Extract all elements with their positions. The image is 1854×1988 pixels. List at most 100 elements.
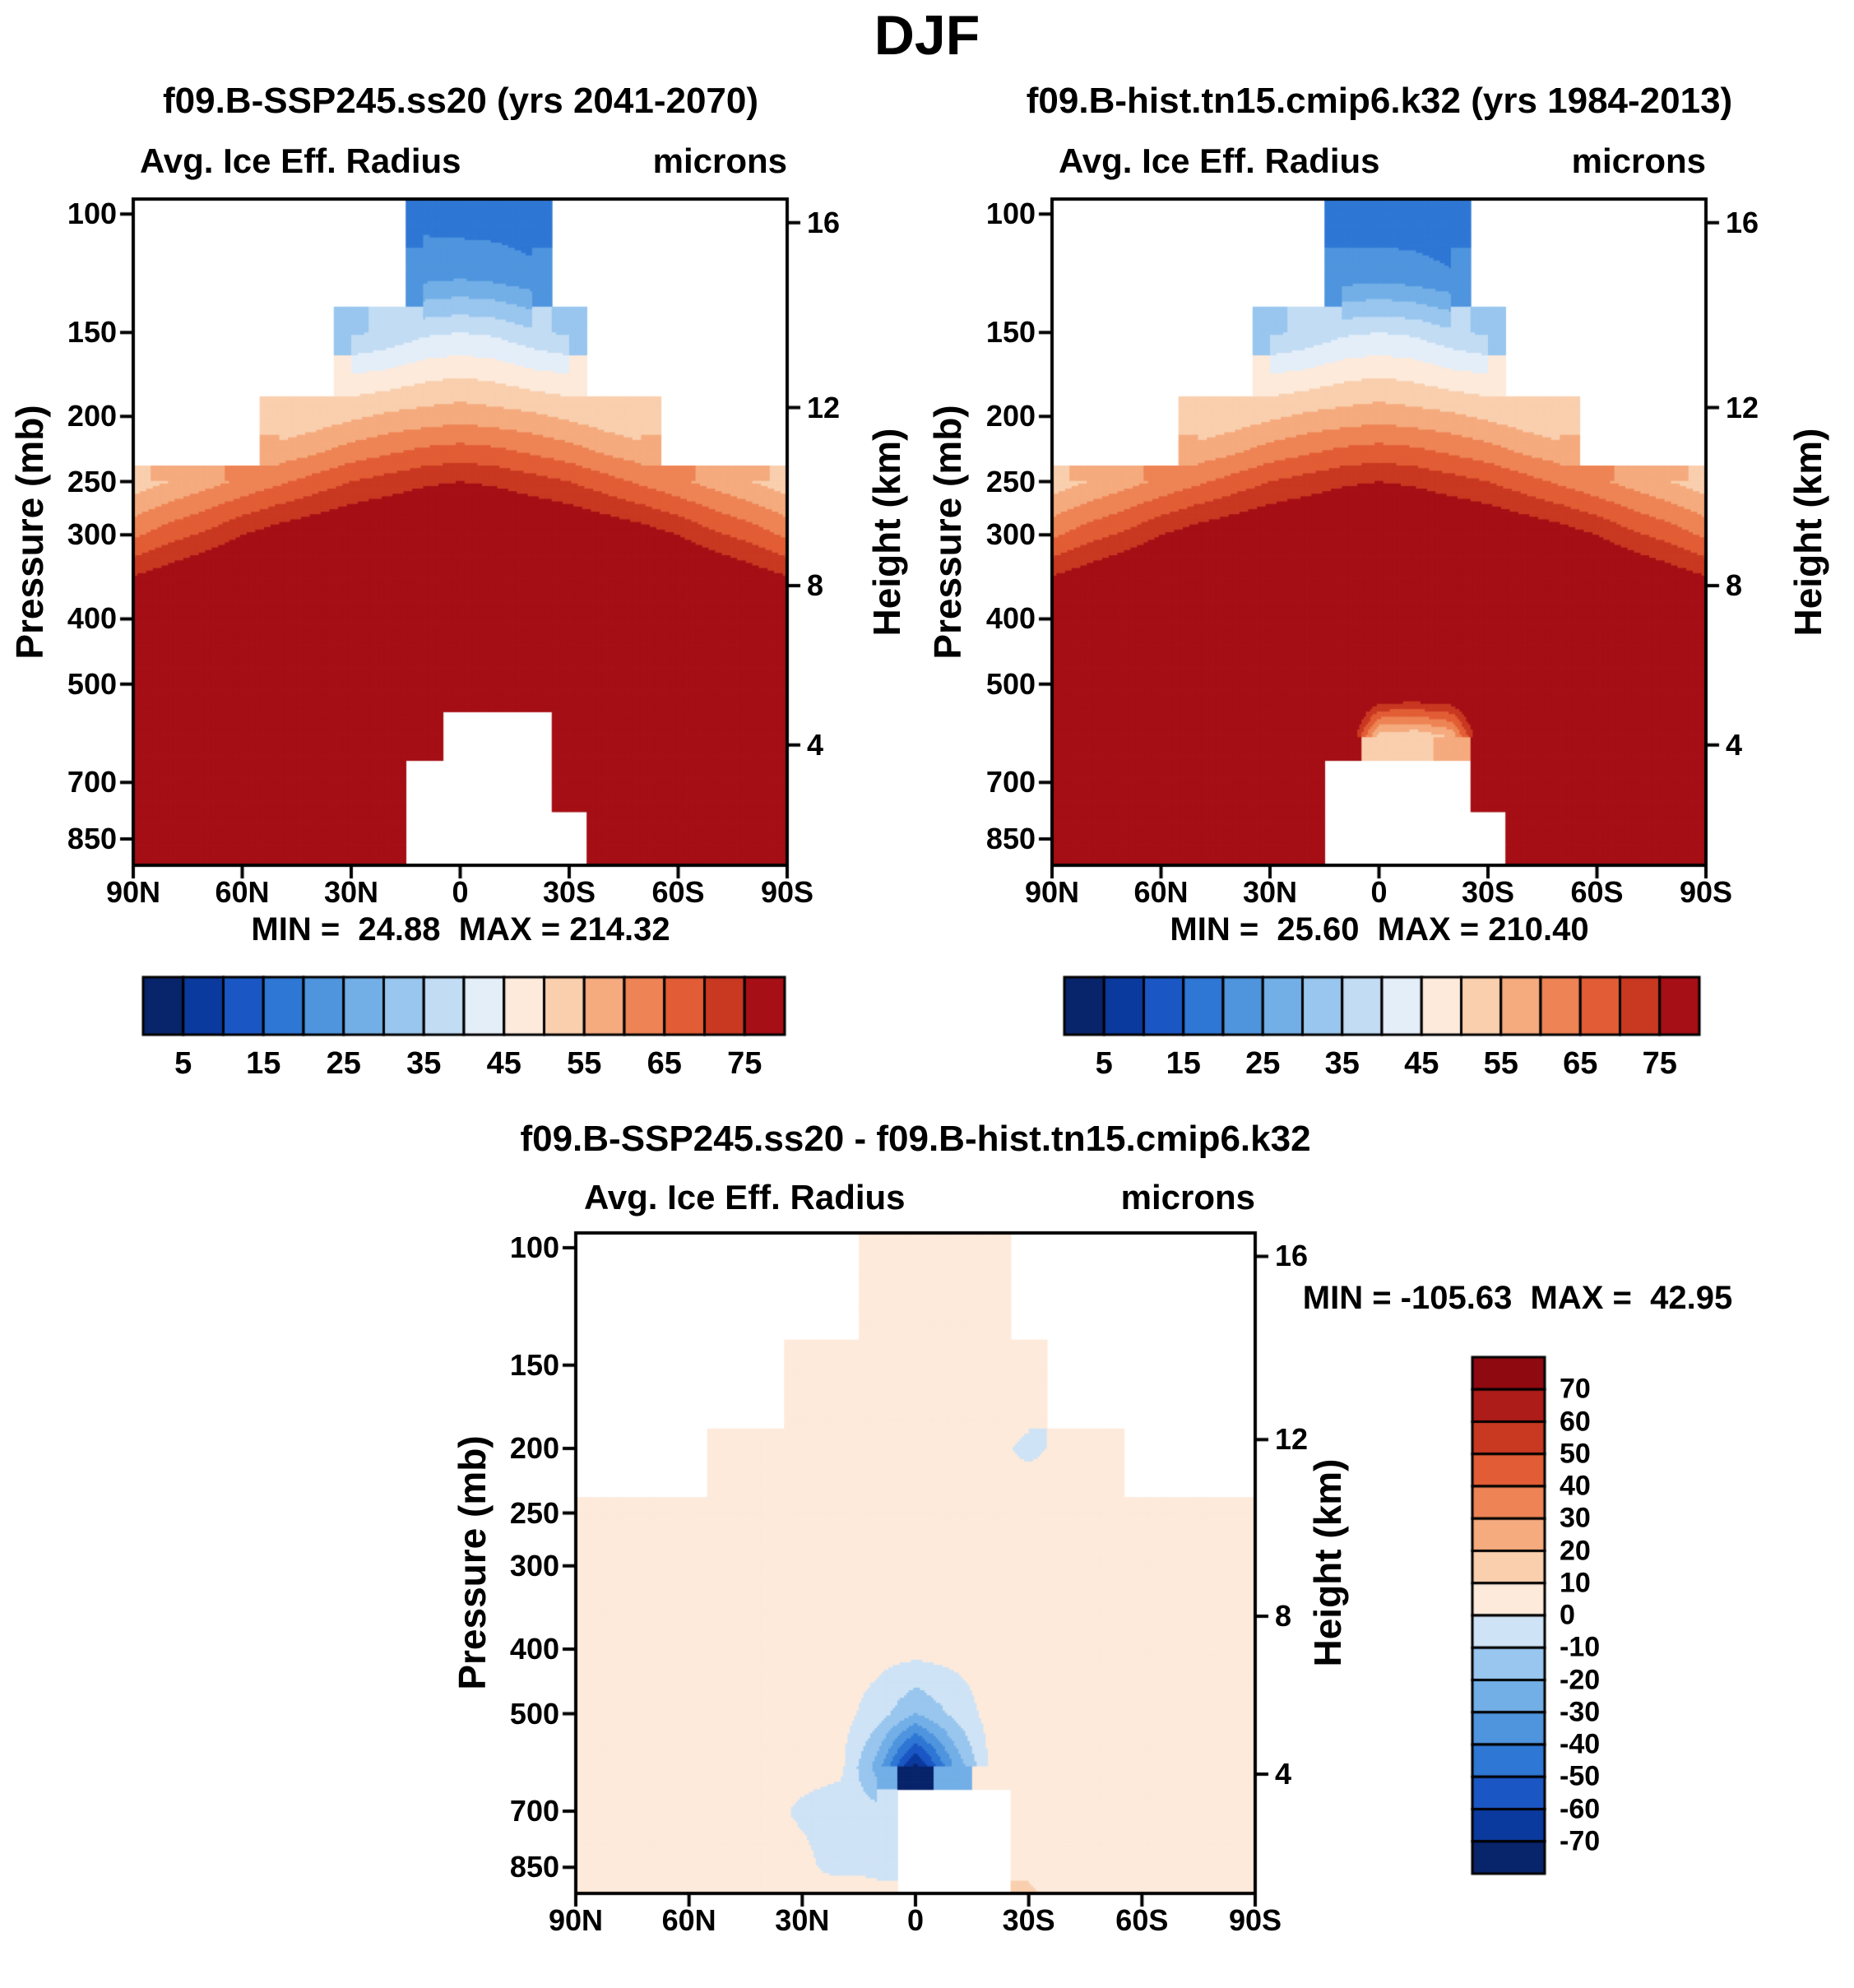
colorbar-tick-label: -50 (1560, 1760, 1601, 1792)
pressure-tick-label: 850 (509, 1850, 559, 1884)
pressure-tick-label: 200 (985, 399, 1036, 433)
latitude-tick-label: 60N (661, 1903, 716, 1937)
height-tick-label: 8 (1275, 1598, 1292, 1633)
panel-a-pressure-axis-title: Pressure (mb) (8, 405, 51, 660)
colorbar-tick-label: 75 (1642, 1046, 1677, 1081)
colorbar-tick-label: 40 (1560, 1470, 1591, 1502)
height-tick-label: 4 (807, 727, 824, 762)
latitude-tick-label: 90S (1679, 875, 1733, 909)
colorbar-tick-label: 35 (406, 1046, 442, 1081)
colorbar-tick-label: 45 (486, 1046, 521, 1081)
pressure-tick-label: 200 (509, 1431, 559, 1466)
latitude-tick-label: 30S (1002, 1903, 1055, 1937)
height-tick-label: 8 (807, 568, 824, 603)
panel-diff-colorbar (1469, 1354, 1548, 1877)
colorbar-tick-label: 35 (1324, 1046, 1360, 1081)
panel-diff-height-axis-title: Height (km) (1306, 1458, 1349, 1667)
pressure-tick-label: 300 (985, 517, 1036, 552)
colorbar-tick-label: -40 (1560, 1728, 1601, 1760)
panel-a-height-axis-title: Height (km) (865, 428, 908, 637)
pressure-tick-label: 300 (67, 517, 117, 552)
pressure-tick-label: 850 (67, 822, 117, 856)
panel-a-minmax-stats: MIN = 24.88 MAX = 214.32 (251, 911, 670, 948)
latitude-tick-label: 60S (1570, 875, 1624, 909)
panel-b-contour-plot (1034, 181, 1724, 883)
pressure-tick-label: 150 (985, 315, 1036, 350)
pressure-tick-label: 500 (509, 1696, 559, 1731)
height-tick-label: 16 (1275, 1239, 1309, 1273)
pressure-tick-label: 300 (509, 1548, 559, 1583)
height-tick-label: 12 (807, 390, 841, 424)
height-tick-label: 8 (1726, 568, 1743, 603)
pressure-tick-label: 100 (67, 197, 117, 231)
panel-diff-minmax-stats: MIN = -105.63 MAX = 42.95 (1302, 1280, 1733, 1316)
panel-b-height-axis-title: Height (km) (1787, 428, 1829, 637)
latitude-tick-label: 90S (1228, 1903, 1282, 1937)
height-tick-label: 4 (1275, 1757, 1292, 1791)
colorbar-tick-label: 20 (1560, 1535, 1591, 1566)
latitude-tick-label: 90S (760, 875, 814, 909)
pressure-tick-label: 250 (985, 464, 1036, 498)
panel-b-minmax-stats: MIN = 25.60 MAX = 210.40 (1170, 911, 1589, 948)
height-tick-label: 16 (807, 205, 841, 239)
pressure-tick-label: 500 (67, 666, 117, 701)
pressure-tick-label: 400 (509, 1632, 559, 1666)
colorbar-tick-label: 65 (647, 1046, 682, 1081)
latitude-tick-label: 0 (1370, 875, 1388, 909)
colorbar-tick-label: 45 (1404, 1046, 1439, 1081)
latitude-tick-label: 30S (1461, 875, 1515, 909)
colorbar-tick-label: 30 (1560, 1502, 1591, 1534)
latitude-tick-label: 0 (906, 1903, 925, 1937)
pressure-tick-label: 500 (985, 666, 1036, 701)
panel-b-units-label: microns (1571, 141, 1706, 180)
panel-b-title: f09.B-hist.tn15.cmip6.k32 (yrs 1984-2013… (1026, 81, 1733, 121)
colorbar-tick-label: 25 (1245, 1046, 1281, 1081)
colorbar-tick-label: -20 (1560, 1664, 1601, 1695)
colorbar-tick-label: 10 (1560, 1567, 1591, 1599)
pressure-tick-label: 150 (67, 315, 117, 350)
pressure-tick-label: 250 (509, 1495, 559, 1530)
panel-b-pressure-axis-title: Pressure (mb) (926, 405, 969, 660)
colorbar-tick-label: 65 (1563, 1046, 1598, 1081)
panel-a-field-label: Avg. Ice Eff. Radius (140, 141, 461, 180)
latitude-tick-label: 60N (1133, 875, 1189, 909)
pressure-tick-label: 400 (985, 601, 1036, 636)
pressure-tick-label: 850 (985, 822, 1036, 856)
panel-b-field-label: Avg. Ice Eff. Radius (1059, 141, 1380, 180)
colorbar-tick-label: 5 (1095, 1046, 1113, 1081)
pressure-tick-label: 400 (67, 601, 117, 636)
colorbar-tick-label: 50 (1560, 1438, 1591, 1470)
colorbar-tick-label: 15 (1166, 1046, 1201, 1081)
colorbar-tick-label: -10 (1560, 1631, 1601, 1663)
colorbar-tick-label: -30 (1560, 1696, 1601, 1728)
figure-title: DJF (874, 4, 980, 67)
latitude-tick-label: 60S (1115, 1903, 1169, 1937)
panel-diff-title: f09.B-SSP245.ss20 - f09.B-hist.tn15.cmip… (520, 1119, 1311, 1159)
colorbar-tick-label: 15 (246, 1046, 281, 1081)
panel-a-colorbar (140, 974, 788, 1038)
latitude-tick-label: 60N (215, 875, 270, 909)
latitude-tick-label: 60S (651, 875, 705, 909)
panel-b-colorbar (1061, 974, 1703, 1038)
latitude-tick-label: 90N (1024, 875, 1080, 909)
panel-a-title: f09.B-SSP245.ss20 (yrs 2041-2070) (162, 81, 759, 121)
latitude-tick-label: 90N (548, 1903, 604, 1937)
colorbar-tick-label: 55 (1483, 1046, 1518, 1081)
pressure-tick-label: 100 (509, 1230, 559, 1265)
pressure-tick-label: 700 (985, 765, 1036, 799)
colorbar-tick-label: 5 (174, 1046, 192, 1081)
panel-diff-pressure-axis-title: Pressure (mb) (451, 1435, 494, 1690)
height-tick-label: 4 (1726, 727, 1743, 762)
colorbar-tick-label: -60 (1560, 1793, 1601, 1824)
panel-diff-field-label: Avg. Ice Eff. Radius (584, 1178, 906, 1216)
colorbar-tick-label: 0 (1560, 1599, 1575, 1631)
colorbar-tick-label: -70 (1560, 1825, 1601, 1857)
latitude-tick-label: 30N (323, 875, 379, 909)
latitude-tick-label: 0 (452, 875, 469, 909)
pressure-tick-label: 700 (509, 1793, 559, 1828)
colorbar-tick-label: 55 (567, 1046, 602, 1081)
panel-a-contour-plot (115, 181, 805, 883)
panel-a-units-label: microns (652, 141, 787, 180)
height-tick-label: 12 (1275, 1422, 1309, 1457)
